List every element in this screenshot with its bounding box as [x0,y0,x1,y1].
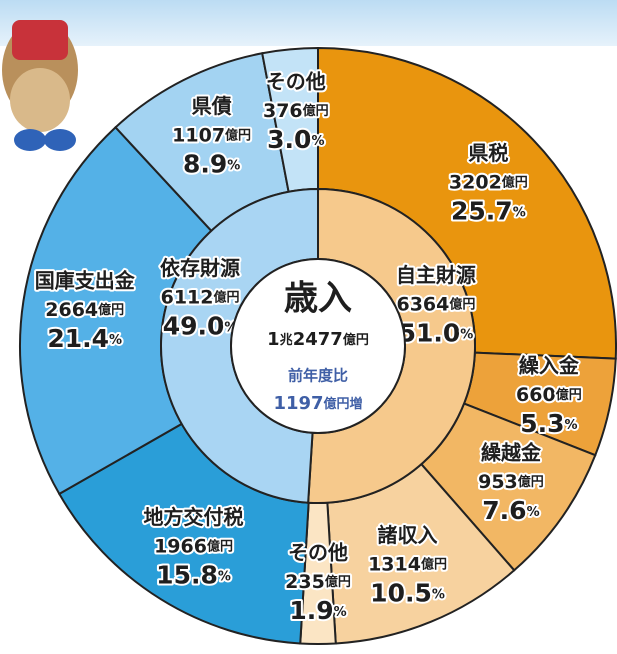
segment-name: その他 [266,70,326,94]
chart: 県税3202億円25.7%繰入金660億円5.3%繰越金953億円7.6%諸収入… [0,0,617,654]
segment-name: 地方交付税 [144,505,244,529]
segment-amount: 3202億円 [449,171,528,193]
segment-amount: 6364億円 [396,293,475,315]
segment-name: 依存財源 [160,256,240,280]
page: {"chart_data": { "type": "sunburst", "ti… [0,0,617,654]
center-total: 1兆2477億円 [267,329,369,350]
segment-amount: 376億円 [263,100,329,122]
segment-amount: 660億円 [516,383,582,405]
segment-name: 自主財源 [396,263,476,287]
segment-amount: 235億円 [285,571,351,593]
segment-name: 国庫支出金 [35,269,136,293]
segment-amount: 1107億円 [172,124,251,146]
mascot [2,20,78,151]
segment-amount: 1966億円 [154,535,233,557]
segment-amount: 1314億円 [368,553,447,575]
header-band [0,0,617,46]
segment-name: 県税 [468,141,508,165]
segment-name: 諸収入 [378,523,438,547]
segment-name: 繰越金 [481,440,542,464]
center-comparison: 前年度比 [288,367,348,385]
segment-amount: 2664億円 [45,299,124,321]
center-change: 1197億円増 [273,393,362,414]
segment-amount: 6112億円 [161,286,240,308]
segment-name: 繰入金 [519,353,580,377]
segment-name: その他 [288,541,348,565]
segment-amount: 953億円 [478,470,544,492]
segment-name: 県債 [192,94,232,118]
center-title: 歳入 [284,279,352,319]
